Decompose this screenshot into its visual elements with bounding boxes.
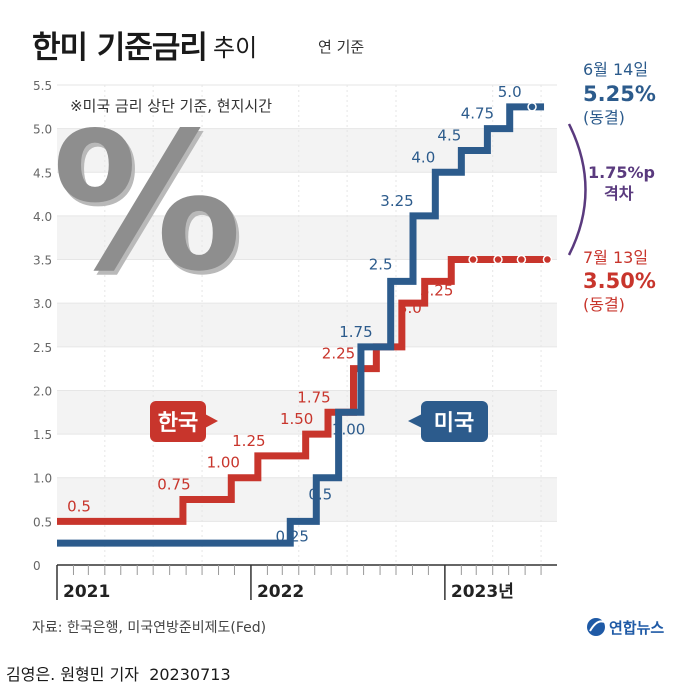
chart-note: ※미국 금리 상단 기준, 현지시간 — [70, 97, 272, 115]
korea-data-label: 1.25 — [232, 432, 265, 450]
y-tick-label: 1.5 — [33, 428, 52, 442]
us-callout-date: 6월 14일 — [583, 60, 648, 79]
korea-data-label: 1.50 — [280, 410, 313, 428]
korea-rate-line — [57, 256, 548, 525]
korea-tag-pointer — [205, 414, 218, 428]
us-tag-box — [421, 401, 488, 442]
korea-tag-box — [150, 401, 206, 442]
korea-data-label: 0.5 — [67, 497, 91, 515]
y-tick-label: 5.0 — [33, 123, 52, 137]
korea-data-label: 0.75 — [157, 476, 190, 494]
us-data-label: 3.25 — [380, 192, 413, 210]
us-tag-pointer — [408, 414, 422, 428]
us-data-label: 4.5 — [437, 126, 461, 144]
x-tick-label: 2023년 — [451, 582, 514, 602]
series-layer — [57, 102, 553, 547]
logo-globe-icon — [587, 618, 605, 636]
y-tick-label: 5.5 — [33, 79, 52, 93]
footer-bar: 김영은. 원형민 기자 20230713 — [0, 645, 699, 690]
us-hold-marker — [527, 102, 537, 112]
us-rate-line — [57, 103, 545, 547]
korea-data-label: 1.00 — [207, 454, 240, 472]
korea-tag: 한국 — [150, 401, 218, 442]
y-tick-label: 0 — [33, 559, 41, 573]
us-callout-status: (동결) — [583, 108, 625, 127]
us-data-label: 0.5 — [308, 486, 332, 504]
label-layer: 0.50.751.001.251.501.752.253.03.250.250.… — [67, 83, 522, 546]
korea-hold-marker — [542, 254, 553, 265]
percent-watermark-shadow: % — [55, 96, 245, 317]
y-tick-label: 3.0 — [33, 297, 52, 311]
grid-band — [57, 303, 557, 347]
yonhap-logo: 연합뉴스 — [587, 618, 664, 637]
us-callout-rate: 5.25% — [583, 82, 656, 106]
page-title: 한미 기준금리 — [32, 30, 208, 66]
gap-bracket — [567, 123, 587, 256]
page-subtitle: 추이 — [213, 34, 258, 62]
x-tick-label: 2021 — [63, 582, 110, 602]
us-tag: 미국 — [408, 401, 488, 442]
kr-callout-rate: 3.50% — [583, 269, 656, 293]
korea-tag-label: 한국 — [158, 411, 198, 436]
us-data-label: 5.0 — [498, 83, 522, 101]
korea-hold-marker — [516, 254, 527, 265]
us-data-label: 4.75 — [461, 105, 494, 123]
us-data-label: 0.25 — [276, 527, 309, 545]
kr-callout-status: (동결) — [583, 295, 625, 314]
gap-value: 1.75%p — [588, 163, 655, 182]
y-tick-label: 4.0 — [33, 210, 52, 224]
kr-callout-date: 7월 13일 — [583, 248, 648, 267]
korea-hold-marker — [493, 254, 503, 265]
y-axis-ticks: 0 0.5 1.0 1.5 2.0 2.5 3.0 3.5 4.0 4.5 5.0 5.5 — [33, 79, 52, 573]
us-tag-label: 미국 — [434, 411, 474, 436]
logo-text: 연합뉴스 — [609, 619, 664, 637]
y-tick-label: 2.0 — [33, 384, 52, 398]
y-tick-label: 4.5 — [33, 166, 52, 180]
grid-band — [57, 215, 557, 260]
gap-label: 격차 — [604, 184, 634, 203]
y-tick-label: 3.5 — [33, 254, 52, 268]
korea-data-label: 2.25 — [322, 345, 355, 363]
grid-band — [57, 477, 557, 522]
y-tick-label: 2.5 — [33, 341, 52, 355]
korea-data-label: 3.0 — [398, 299, 422, 317]
us-data-label: 2.5 — [369, 255, 393, 273]
korea-data-label: 3.25 — [420, 281, 453, 299]
us-data-label: 1.00 — [332, 420, 365, 438]
logo-swoosh-icon — [589, 620, 605, 632]
source-text: 자료: 한국은행, 미국연방준비제도(Fed) — [32, 620, 266, 636]
byline: 김영은. 원형민 기자 20230713 — [6, 665, 231, 684]
us-data-label: 1.75 — [339, 323, 372, 341]
unit-note: 연 기준 — [318, 38, 365, 56]
y-tick-label: 0.5 — [33, 515, 52, 529]
percent-watermark: % — [52, 92, 242, 313]
us-data-label: 4.0 — [411, 148, 435, 166]
korea-data-label: 1.75 — [297, 388, 330, 406]
korea-hold-marker — [468, 254, 478, 265]
x-tick-label: 2022 — [257, 582, 304, 602]
x-axis: 2021 2022 2023년 — [56, 564, 557, 602]
y-tick-label: 1.0 — [33, 472, 52, 486]
